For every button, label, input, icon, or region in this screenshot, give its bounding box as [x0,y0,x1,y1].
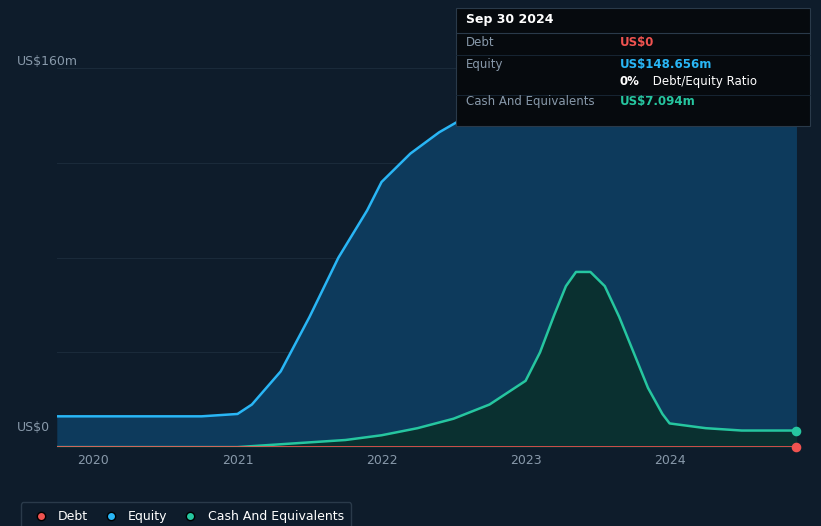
Text: US$0: US$0 [620,36,654,49]
Text: Cash And Equivalents: Cash And Equivalents [466,95,594,108]
Point [790,90,803,99]
Text: US$0: US$0 [16,421,49,434]
Text: US$148.656m: US$148.656m [620,58,713,71]
Text: Debt: Debt [466,36,494,49]
Text: Equity: Equity [466,58,503,71]
Text: 0%: 0% [620,75,640,88]
Point [790,426,803,434]
Text: US$160m: US$160m [16,55,77,68]
Text: Debt/Equity Ratio: Debt/Equity Ratio [649,75,757,88]
Legend: Debt, Equity, Cash And Equivalents: Debt, Equity, Cash And Equivalents [21,502,351,526]
Text: US$7.094m: US$7.094m [620,95,695,108]
Point [790,443,803,451]
Text: Sep 30 2024: Sep 30 2024 [466,13,553,26]
